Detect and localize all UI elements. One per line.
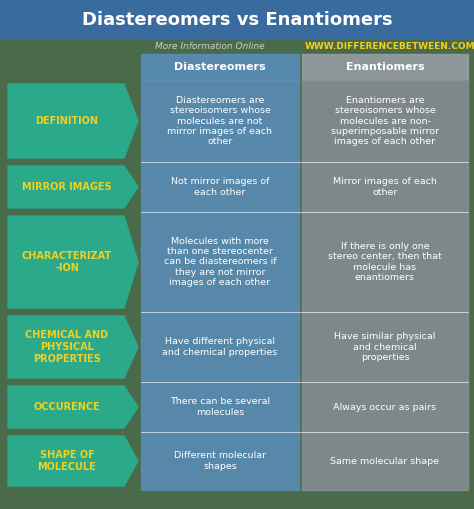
Bar	[302, 212, 468, 312]
Text: Enantiomers: Enantiomers	[346, 62, 424, 72]
Bar	[302, 382, 468, 432]
Text: Different molecular
shapes: Different molecular shapes	[174, 451, 266, 471]
Polygon shape	[8, 436, 138, 486]
Bar	[302, 432, 468, 490]
Bar	[141, 432, 299, 490]
Polygon shape	[8, 386, 138, 428]
Bar	[302, 312, 468, 382]
Polygon shape	[8, 216, 138, 308]
Text: Always occur as pairs: Always occur as pairs	[334, 403, 437, 411]
Text: Diastereomers vs Enantiomers: Diastereomers vs Enantiomers	[82, 11, 392, 29]
Text: Diastereomers: Diastereomers	[174, 62, 266, 72]
Bar	[141, 162, 299, 212]
Text: More Information Online: More Information Online	[155, 42, 265, 50]
Text: Not mirror images of
each other: Not mirror images of each other	[171, 177, 269, 196]
Text: Diastereomers are
stereoisomers whose
molecules are not
mirror images of each
ot: Diastereomers are stereoisomers whose mo…	[167, 96, 273, 146]
Text: There can be several
molecules: There can be several molecules	[170, 398, 270, 417]
Polygon shape	[8, 166, 138, 208]
Bar	[0, 0, 474, 38]
Text: OCCURENCE: OCCURENCE	[34, 402, 100, 412]
Text: Mirror images of each
other: Mirror images of each other	[333, 177, 437, 196]
Polygon shape	[8, 84, 138, 158]
Text: Same molecular shape: Same molecular shape	[330, 457, 439, 466]
Text: CHEMICAL AND
PHYSICAL
PROPERTIES: CHEMICAL AND PHYSICAL PROPERTIES	[26, 330, 109, 363]
Text: Enantiomers are
stereoisomers whose
molecules are non-
superimposable mirror
ima: Enantiomers are stereoisomers whose mole…	[331, 96, 439, 146]
Text: CHARACTERIZAT
-ION: CHARACTERIZAT -ION	[22, 251, 112, 273]
Text: Have different physical
and chemical properties: Have different physical and chemical pro…	[163, 337, 278, 357]
Text: SHAPE OF
MOLECULE: SHAPE OF MOLECULE	[37, 450, 96, 472]
Text: WWW.DIFFERENCEBETWEEN.COM: WWW.DIFFERENCEBETWEEN.COM	[305, 42, 474, 50]
Bar	[141, 54, 299, 80]
Polygon shape	[8, 316, 138, 378]
Bar	[141, 312, 299, 382]
Text: Molecules with more
than one stereocenter
can be diastereomers if
they are not m: Molecules with more than one stereocente…	[164, 237, 276, 287]
Bar	[141, 212, 299, 312]
Bar	[141, 80, 299, 162]
Text: MIRROR IMAGES: MIRROR IMAGES	[22, 182, 112, 192]
Bar	[302, 162, 468, 212]
Bar	[141, 382, 299, 432]
Text: Have similar physical
and chemical
properties: Have similar physical and chemical prope…	[334, 332, 436, 362]
Text: DEFINITION: DEFINITION	[36, 116, 99, 126]
Bar	[302, 54, 468, 80]
Text: If there is only one
stereo center, then that
molecule has
enantiomers: If there is only one stereo center, then…	[328, 242, 442, 282]
Bar	[302, 80, 468, 162]
